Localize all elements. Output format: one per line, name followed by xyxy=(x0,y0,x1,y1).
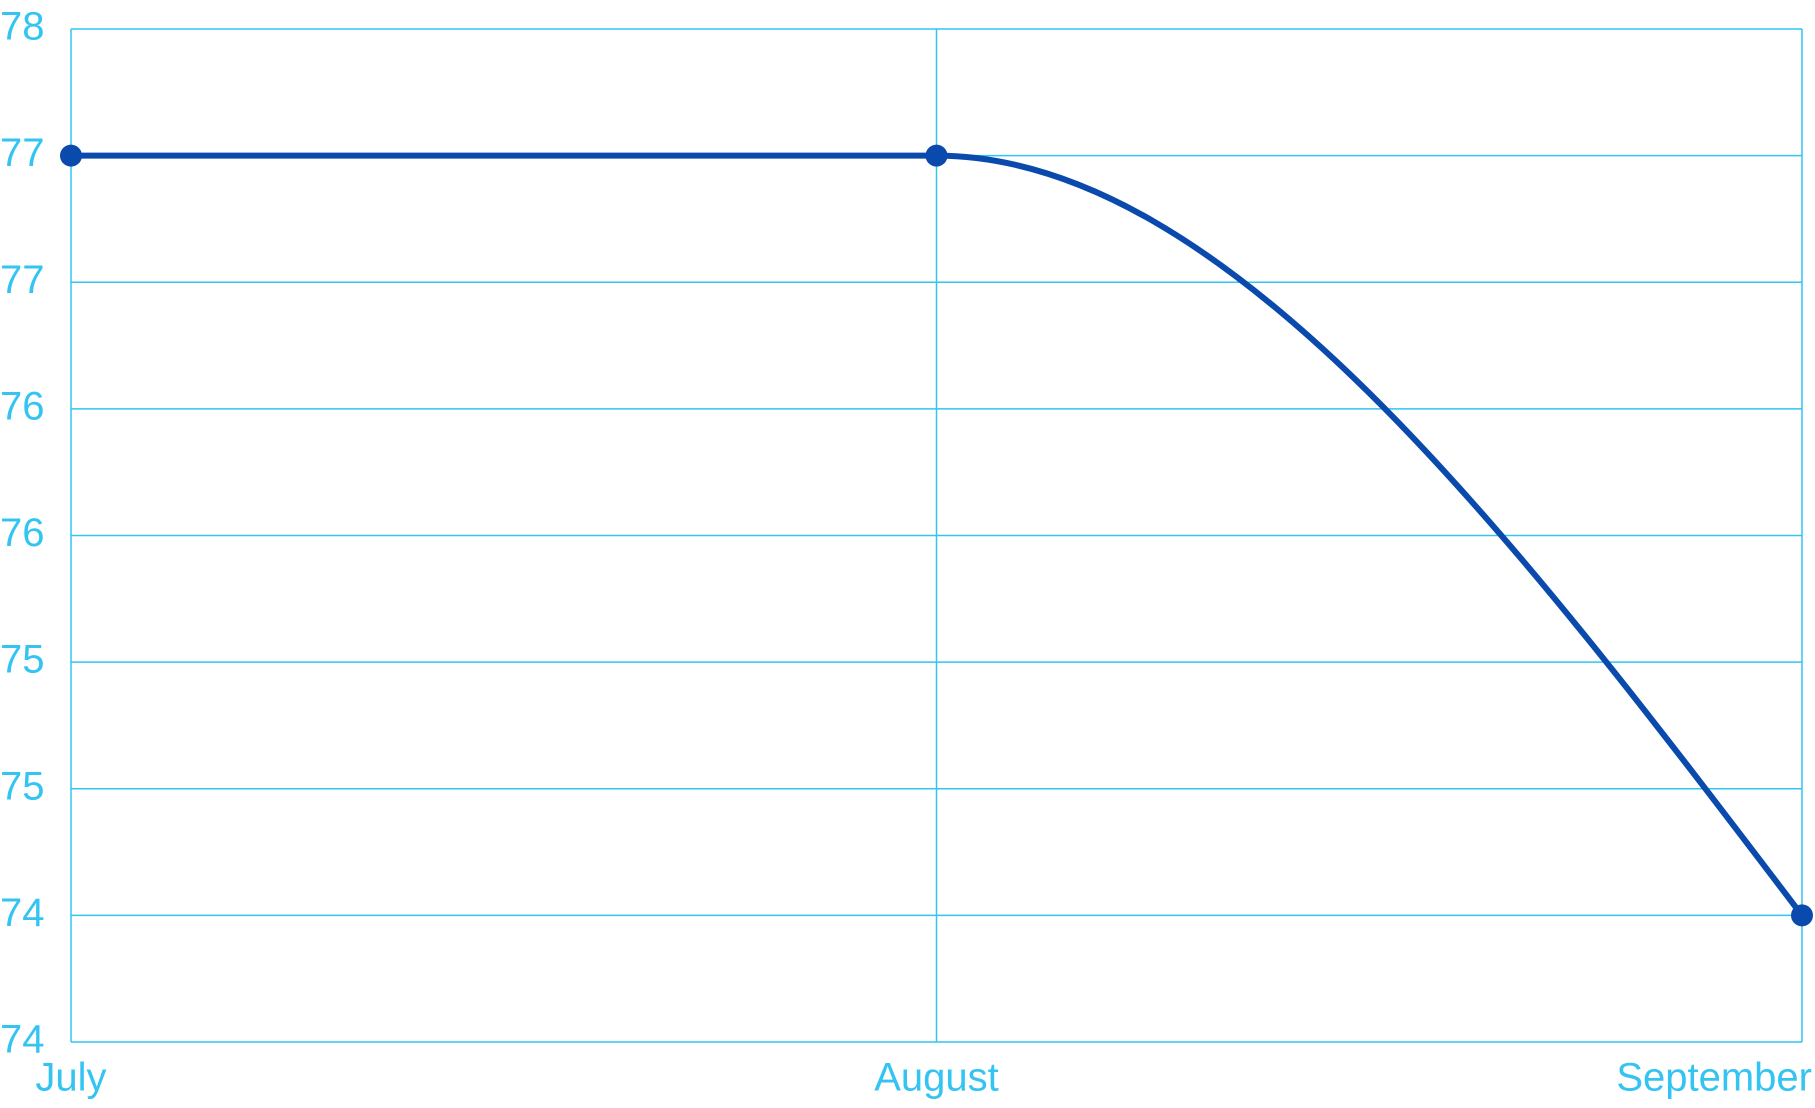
y-tick-label: 77 xyxy=(0,131,45,175)
line xyxy=(71,152,1805,918)
y-tick-label: 74 xyxy=(0,1018,45,1062)
y-tick-label: 74 xyxy=(0,891,45,935)
y-tick-label: 76 xyxy=(0,511,45,555)
x-tick-label: August xyxy=(874,1056,999,1100)
x-tick-label: September xyxy=(1616,1056,1812,1100)
y-tick-label: 75 xyxy=(0,638,45,682)
point xyxy=(60,144,82,167)
x-tick-label: July xyxy=(35,1056,106,1100)
y-tick-label: 78 xyxy=(0,5,45,49)
point xyxy=(925,144,948,167)
y-tick-label: 77 xyxy=(0,258,45,302)
point xyxy=(1791,904,1813,927)
y-tick-label: 76 xyxy=(0,384,45,428)
y-tick-label: 75 xyxy=(0,764,45,808)
